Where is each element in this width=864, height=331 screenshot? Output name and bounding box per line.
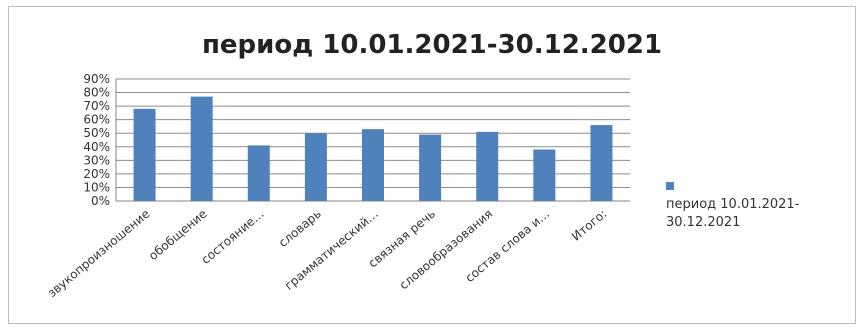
bar: [419, 134, 442, 201]
bars: [133, 96, 613, 201]
bar: [590, 125, 613, 201]
chart-frame: [8, 6, 856, 324]
bar: [133, 108, 156, 201]
y-tick-label: 0%: [91, 194, 110, 208]
y-tick-label: 60%: [83, 113, 110, 127]
bar: [533, 149, 556, 201]
bar: [476, 131, 499, 201]
x-tick-label: грамматический…: [282, 207, 381, 293]
bar: [304, 133, 327, 201]
x-tick-label: словообразования: [397, 207, 495, 293]
bar: [190, 96, 213, 201]
legend-swatch: [666, 181, 674, 190]
y-tick-label: 90%: [83, 72, 110, 86]
x-tick-label: Итого:: [569, 207, 609, 244]
x-tick-label: звукопроизношение: [45, 207, 153, 300]
x-tick-label: состояние…: [199, 207, 267, 267]
y-tick-label: 80%: [83, 86, 110, 100]
y-tick-labels: 0%10%20%30%40%50%60%70%80%90%: [83, 72, 110, 208]
y-tick-label: 20%: [83, 167, 110, 181]
legend-label: период 10.01.2021-30.12.2021: [666, 197, 800, 230]
legend: период 10.01.2021-30.12.2021: [666, 178, 864, 232]
y-tick-label: 10%: [83, 180, 110, 194]
bar: [362, 129, 384, 201]
bar: [247, 145, 270, 201]
y-tick-label: 50%: [83, 126, 110, 140]
y-tick-label: 30%: [83, 153, 110, 167]
y-tick-label: 70%: [83, 99, 110, 113]
y-tick-label: 40%: [83, 140, 110, 154]
chart-title: период 10.01.2021-30.12.2021: [201, 30, 663, 60]
x-tick-label: словарь: [276, 207, 324, 250]
